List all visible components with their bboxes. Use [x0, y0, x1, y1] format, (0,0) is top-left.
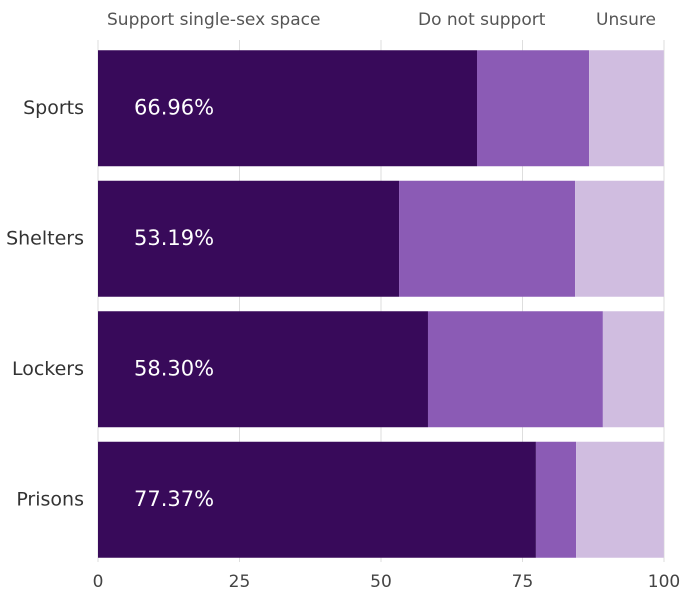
bar-segment	[98, 311, 428, 428]
bar-segment	[98, 180, 400, 297]
category-label: Shelters	[6, 227, 84, 249]
bar-segment	[589, 50, 664, 167]
bar-segment	[98, 50, 477, 167]
x-tick-label: 100	[648, 572, 680, 590]
bar-segment	[535, 441, 577, 558]
value-label: 66.96%	[134, 95, 214, 119]
category-label: Sports	[23, 97, 84, 119]
category-label: Prisons	[16, 488, 84, 510]
value-label: 53.19%	[134, 226, 214, 250]
x-tick-label: 25	[229, 572, 251, 590]
bar-segment	[576, 441, 664, 558]
category-label: Lockers	[12, 358, 84, 380]
bar-segment	[602, 311, 664, 428]
legend-label: Unsure	[596, 10, 656, 30]
x-tick-label: 0	[93, 572, 104, 590]
legend-label: Do not support	[418, 10, 546, 30]
legend-label: Support single-sex space	[107, 10, 320, 30]
x-tick-label: 75	[512, 572, 534, 590]
bar-segment	[476, 50, 590, 167]
bar-segment	[98, 441, 536, 558]
value-label: 77.37%	[134, 487, 214, 511]
value-label: 58.30%	[134, 356, 214, 380]
bar-segment	[575, 180, 664, 297]
bar-segment	[427, 311, 603, 428]
bar-segment	[399, 180, 576, 297]
x-tick-label: 50	[370, 572, 392, 590]
